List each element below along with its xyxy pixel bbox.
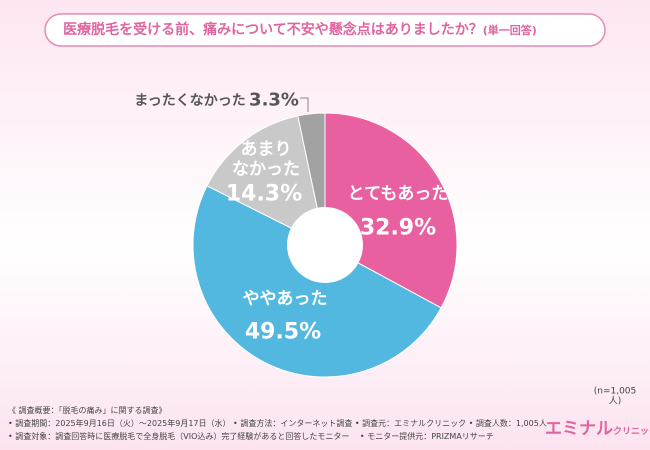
pie-slice <box>206 115 326 246</box>
footer-line: • 調査対象：調査回答時に医療脱毛で全身脱毛（VIO込み）完了経験があると回答し… <box>8 432 494 441</box>
category-label: あまり なかった <box>232 139 300 179</box>
category-label: ややあった <box>242 289 328 310</box>
category-label: とてもあった <box>347 184 449 205</box>
title-row: 医療脱毛を受ける前、痛みについて不安や懸念点はありましたか？(単一回答) <box>63 22 537 38</box>
leader-line <box>300 97 309 112</box>
sample-note: (n=1,005人) <box>593 386 637 407</box>
value-label: 49.5% <box>244 319 322 345</box>
footer-line: 《 調査概要：「脱毛の痛み」に関する調査》 <box>8 406 167 415</box>
brand-sub: クリニック <box>613 427 650 437</box>
value-label: 3.3% <box>249 89 299 111</box>
value-label: 14.3% <box>225 181 303 207</box>
brand-name: エミナル <box>545 419 613 439</box>
chart-title: 医療脱毛を受ける前、痛みについて不安や懸念点はありましたか？ <box>63 21 483 38</box>
footer-line: • 調査期間：2025年9月16日（火）～2025年9月17日（水） • 調査方… <box>8 419 547 428</box>
chart-subtitle: (単一回答) <box>482 23 537 37</box>
value-label: 32.9% <box>359 215 437 241</box>
title-box <box>44 13 606 47</box>
donut-hole <box>287 207 363 283</box>
brand: エミナルクリニック <box>545 414 650 439</box>
category-label: まったくなかった <box>134 92 246 109</box>
